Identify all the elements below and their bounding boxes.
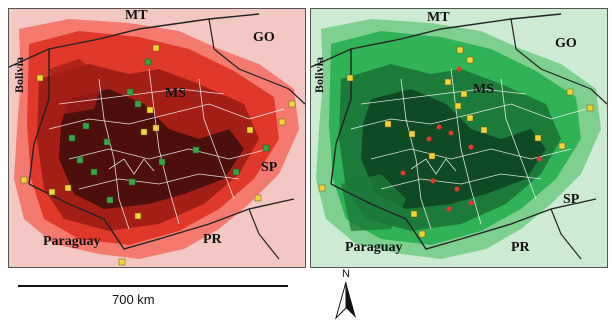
right-map-canvas xyxy=(311,9,607,267)
label-mt: MT xyxy=(125,8,148,23)
scale-bar-label: 700 km xyxy=(112,292,155,307)
left-map-border-bolivia xyxy=(28,49,50,185)
left-map-region-darkest xyxy=(59,89,244,209)
label-bolivia: Bolivia xyxy=(12,56,26,93)
label-bolivia: Bolivia xyxy=(312,56,326,93)
label-go: GO xyxy=(253,30,275,45)
right-map-red-markers xyxy=(400,66,542,212)
right-map-border-bolivia xyxy=(330,49,352,185)
north-arrow-icon xyxy=(335,281,356,320)
right-map-region-darkest xyxy=(361,89,546,209)
label-ms: MS xyxy=(473,82,494,97)
right-map-roads xyxy=(350,68,587,230)
label-pr: PR xyxy=(203,232,222,247)
left-map-canvas xyxy=(9,9,305,267)
left-map-roads xyxy=(48,68,285,230)
right-map-border-pr xyxy=(550,208,582,260)
right-map-border-go xyxy=(510,18,607,105)
label-sp: SP xyxy=(261,160,278,175)
left-map-border-south xyxy=(28,183,295,250)
label-sp: SP xyxy=(563,192,580,207)
left-map-border-go xyxy=(208,18,305,105)
label-go: GO xyxy=(555,36,577,51)
left-map-green-markers xyxy=(68,58,270,204)
right-map-yellow-markers xyxy=(318,46,594,238)
label-paraguay: Paraguay xyxy=(345,240,403,255)
label-mt: MT xyxy=(427,10,450,25)
right-map-region-patch xyxy=(341,174,406,231)
scale-bar xyxy=(18,285,288,287)
left-map-border-north xyxy=(9,13,260,68)
left-map-border-pr xyxy=(248,208,280,260)
right-map: MT GO Bolivia MS SP Paraguay PR xyxy=(310,8,608,268)
label-pr: PR xyxy=(511,240,530,255)
left-map: MT GO Bolivia MS SP Paraguay PR xyxy=(8,8,306,268)
left-map-yellow-markers xyxy=(20,44,296,266)
right-map-border-north xyxy=(311,13,562,68)
north-label: N xyxy=(342,268,350,280)
right-map-border-south xyxy=(330,183,597,250)
label-paraguay: Paraguay xyxy=(43,234,101,249)
label-ms: MS xyxy=(165,86,186,101)
